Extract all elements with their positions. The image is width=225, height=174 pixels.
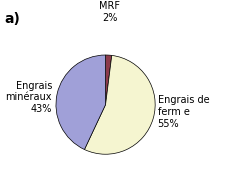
Text: a): a)	[4, 12, 20, 26]
Text: Engrais de
ferm e
55%: Engrais de ferm e 55%	[157, 96, 208, 129]
Wedge shape	[56, 55, 105, 149]
Text: Engrais
minéraux
43%: Engrais minéraux 43%	[5, 81, 52, 114]
Wedge shape	[84, 55, 155, 154]
Text: MRF
2%: MRF 2%	[99, 1, 119, 23]
Wedge shape	[105, 55, 111, 105]
